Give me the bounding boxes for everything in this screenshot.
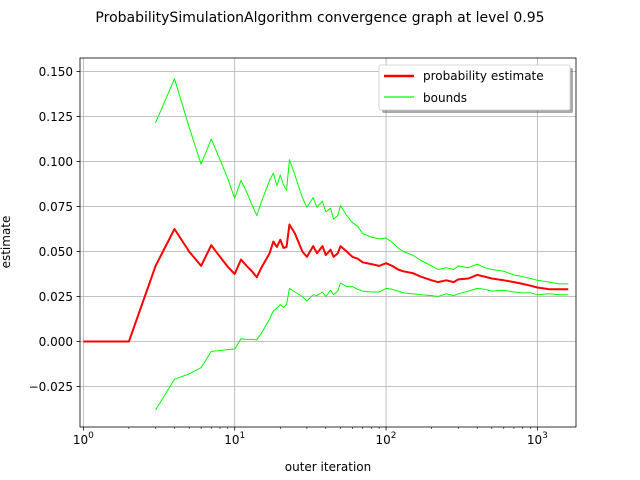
- upper-bound-line: [155, 78, 569, 285]
- y-tick-label: 0.100: [39, 155, 73, 169]
- x-axis-label: outer iteration: [285, 460, 371, 474]
- lower-bound-line: [155, 282, 569, 411]
- legend-box: [378, 64, 571, 111]
- x-tick-label: 100: [73, 431, 94, 447]
- legend: probability estimate bounds: [378, 64, 573, 113]
- chart-title: ProbabilitySimulationAlgorithm convergen…: [95, 10, 544, 26]
- y-tick-label: 0.025: [39, 290, 73, 304]
- y-tick-label: 0.075: [39, 200, 73, 214]
- legend-label-probability-estimate: probability estimate: [423, 69, 544, 83]
- axis-ticks: 100 101 102 103 0.150 0.125 0.100 0.075 0.050 0.0…: [29, 65, 548, 447]
- grid-lines: [80, 58, 576, 427]
- plot-frame: [79, 57, 577, 428]
- y-tick-label: 0.150: [39, 65, 73, 79]
- y-tick-label: 0.125: [39, 110, 73, 124]
- legend-label-bounds: bounds: [423, 91, 467, 105]
- y-axis-label: estimate: [0, 216, 13, 269]
- y-tick-label: −0.025: [29, 380, 73, 394]
- y-tick-label: 0.050: [39, 245, 73, 259]
- x-tick-label: 103: [527, 431, 548, 447]
- x-tick-label: 101: [224, 431, 245, 447]
- x-tick-label: 102: [376, 431, 397, 447]
- probability-estimate-line: [83, 223, 569, 343]
- series-lines: [83, 78, 569, 411]
- y-tick-label: 0.000: [39, 335, 73, 349]
